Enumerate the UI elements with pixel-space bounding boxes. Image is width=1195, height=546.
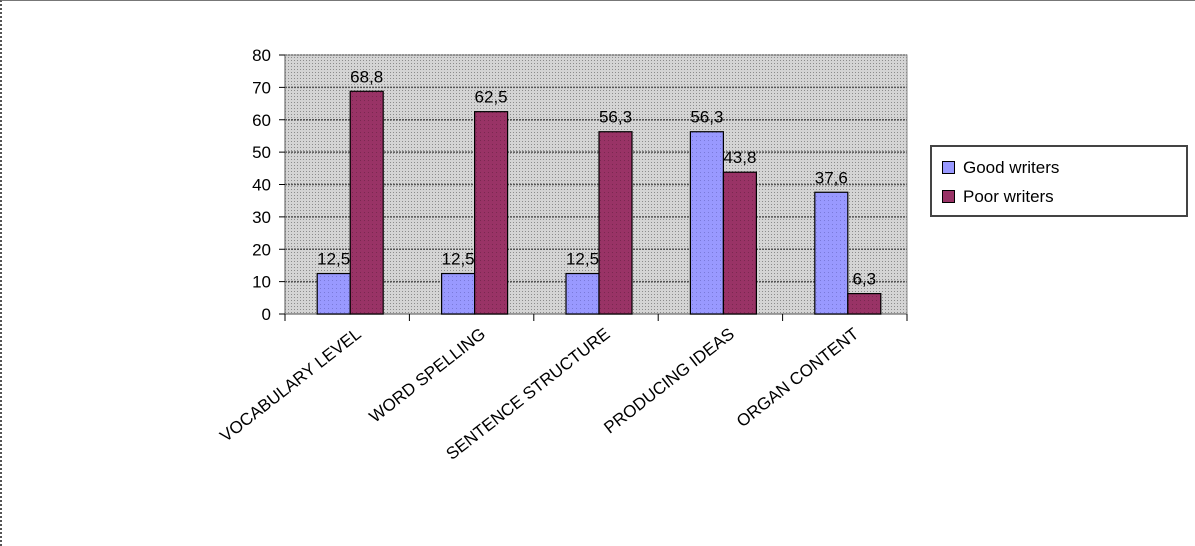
legend-item-poor-writers: Poor writers xyxy=(942,182,1176,211)
y-tick-label: 40 xyxy=(252,176,271,195)
data-label: 43,8 xyxy=(723,148,756,167)
y-tick-label: 0 xyxy=(262,305,271,324)
legend-swatch-good-writers xyxy=(942,161,955,174)
bar-poor-writers xyxy=(474,111,509,315)
bar-poor-writers xyxy=(349,90,384,315)
bar-good-writers xyxy=(689,131,725,315)
bar-good-writers xyxy=(814,191,849,315)
category-label: PRODUCING IDEAS xyxy=(600,324,737,437)
legend-swatch-poor-writers xyxy=(942,190,955,203)
category-label: WORD SPELLING xyxy=(366,324,489,426)
bar-good-writers xyxy=(316,272,351,315)
data-labels: 12,5 68,8 12,5 62,5 12,5 56,3 56,3 43,8 37,6 6,3 xyxy=(317,67,876,288)
y-tick-label: 20 xyxy=(252,240,271,259)
y-tick-label: 50 xyxy=(252,143,271,162)
category-label: ORGAN CONTENT xyxy=(733,324,862,431)
data-label: 12,5 xyxy=(442,250,475,269)
legend-label-good-writers: Good writers xyxy=(963,157,1060,177)
y-tick-label: 80 xyxy=(252,46,271,65)
bar-poor-writers xyxy=(598,131,633,315)
y-tick-label: 60 xyxy=(252,111,271,130)
bar-poor-writers xyxy=(847,293,882,315)
legend-label-poor-writers: Poor writers xyxy=(963,186,1054,206)
y-tick-label: 30 xyxy=(252,208,271,227)
y-tick-label: 10 xyxy=(252,273,271,292)
bar-poor-writers xyxy=(722,171,758,315)
legend-item-good-writers: Good writers xyxy=(942,153,1176,182)
category-label: VOCABULARY LEVEL xyxy=(216,324,364,446)
data-label: 12,5 xyxy=(566,250,599,269)
data-label: 12,5 xyxy=(317,250,350,269)
bar-good-writers xyxy=(565,272,600,315)
bars xyxy=(316,90,882,315)
data-label: 62,5 xyxy=(475,88,508,107)
data-label: 68,8 xyxy=(350,67,383,86)
y-tick-label: 70 xyxy=(252,78,271,97)
legend: Good writers Poor writers xyxy=(930,145,1188,217)
data-label: 56,3 xyxy=(690,108,723,127)
data-label: 6,3 xyxy=(852,270,876,289)
data-label: 56,3 xyxy=(599,108,632,127)
bar-good-writers xyxy=(441,272,476,315)
y-axis-ticks: 0 10 20 30 40 50 60 70 80 xyxy=(252,46,285,324)
data-label: 37,6 xyxy=(815,168,848,187)
